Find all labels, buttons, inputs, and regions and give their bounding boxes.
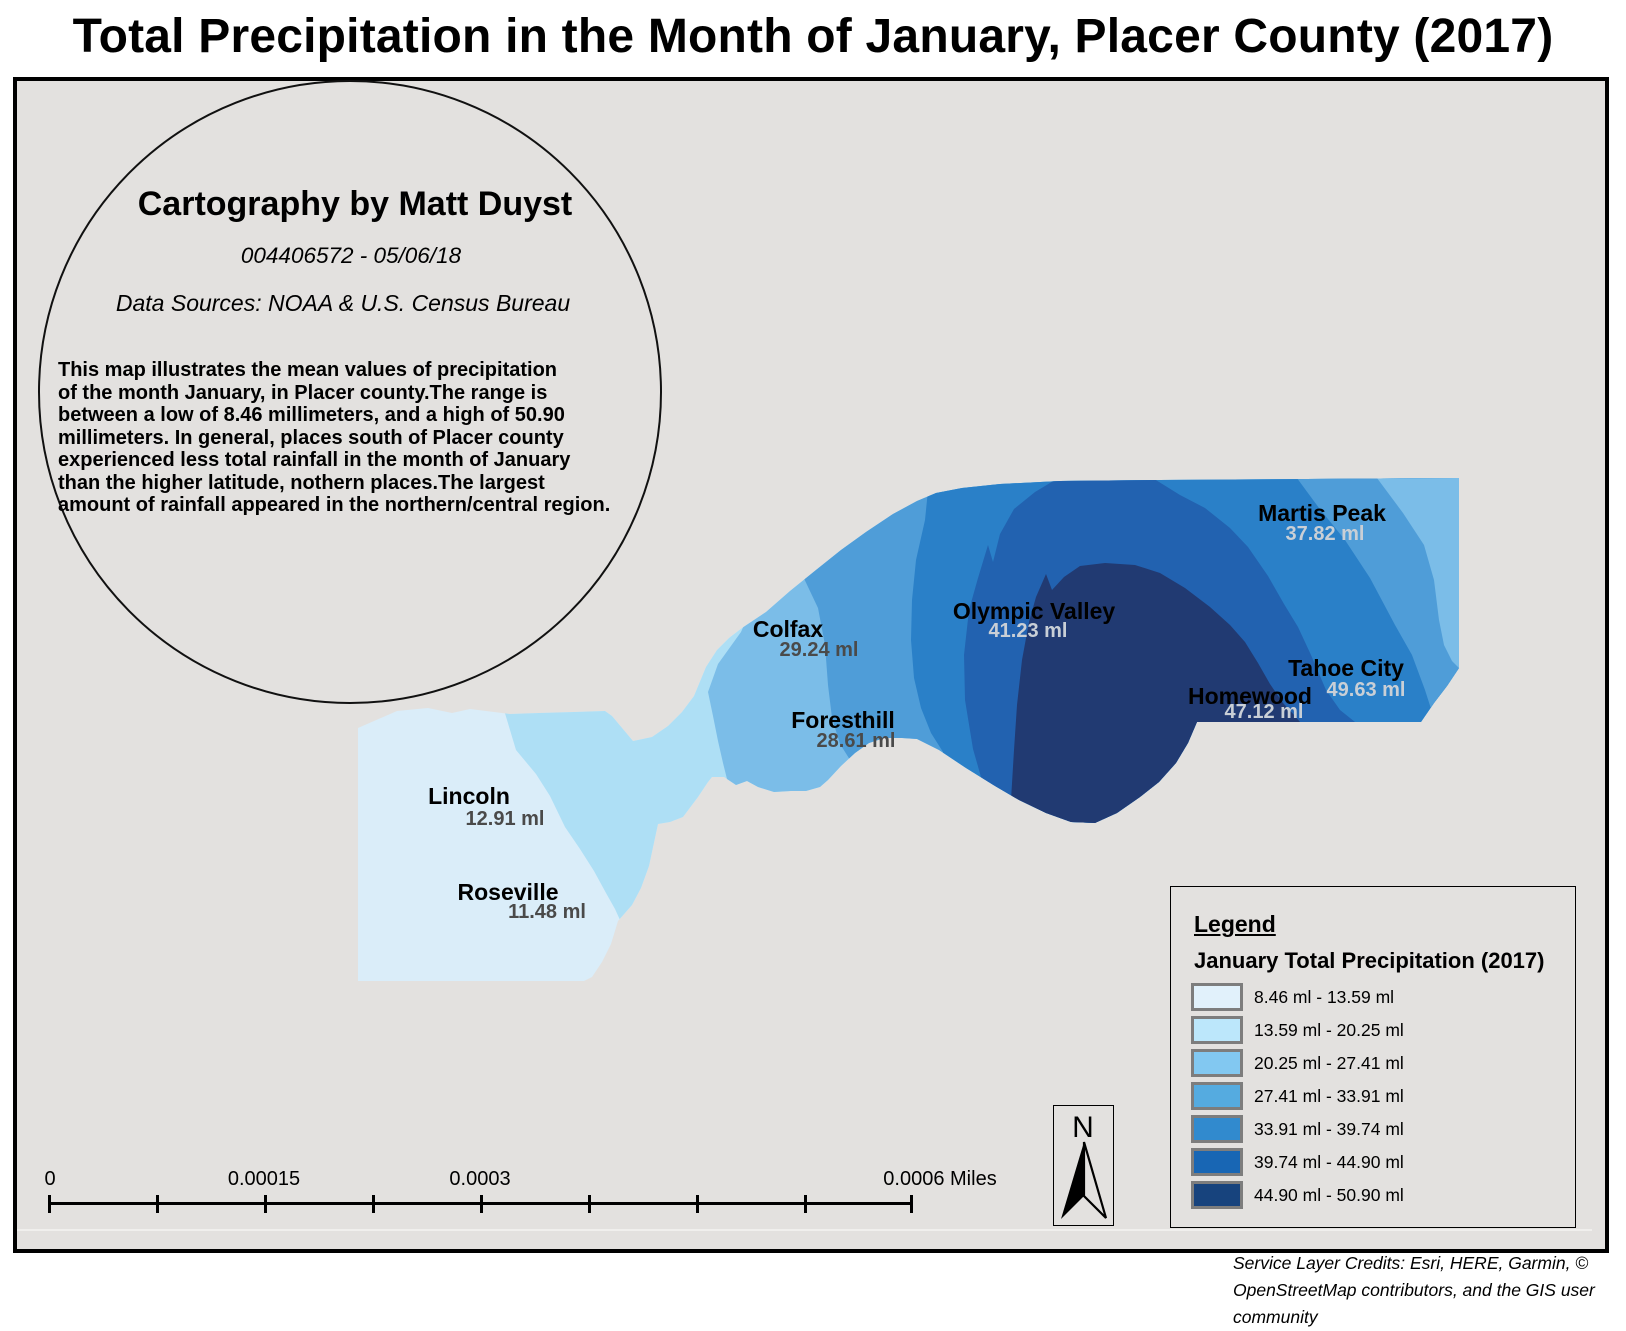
svg-text:N: N <box>1072 1111 1094 1144</box>
